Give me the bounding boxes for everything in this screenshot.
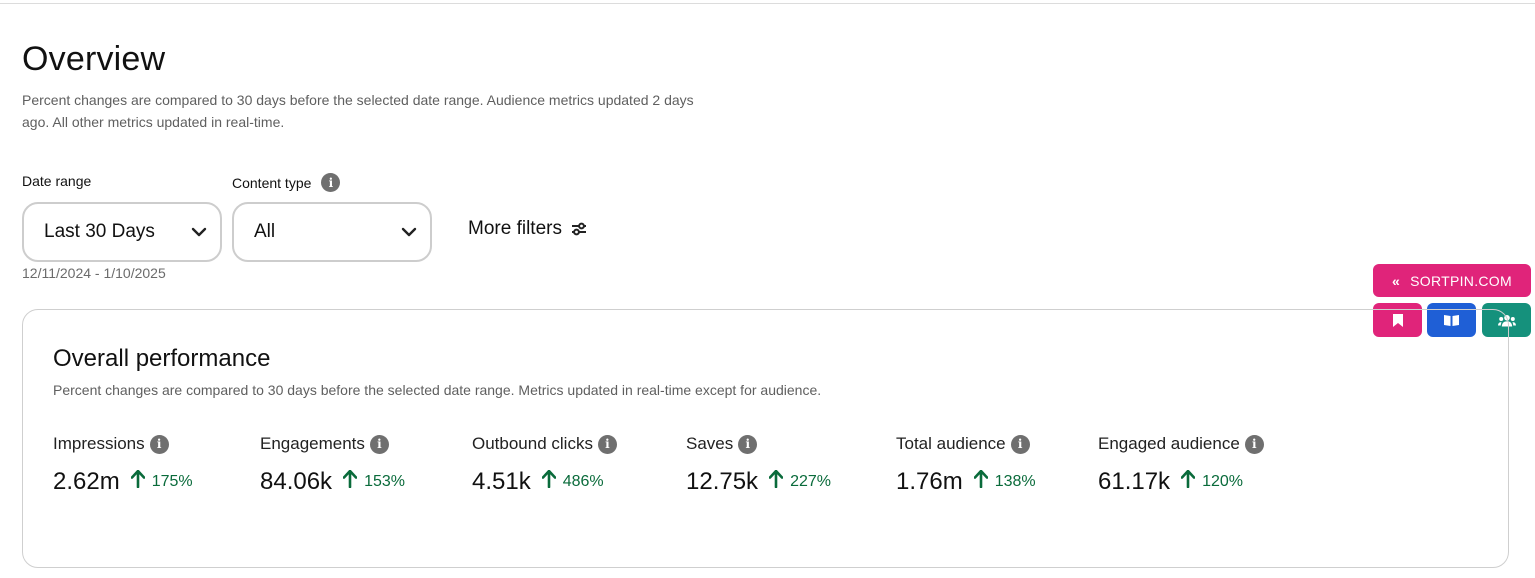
chevron-down-icon xyxy=(191,227,207,237)
info-icon[interactable]: i xyxy=(149,434,169,454)
metric-label: Saves xyxy=(686,434,734,453)
metric-saves[interactable]: Saves i 12.75k 227% xyxy=(686,434,831,496)
date-range-caption: 12/11/2024 - 1/10/2025 xyxy=(22,265,166,281)
bookmark-icon xyxy=(1392,313,1403,327)
bookmark-button[interactable] xyxy=(1373,303,1422,337)
metric-label: Engagements xyxy=(260,434,365,453)
info-icon[interactable]: i xyxy=(597,434,617,454)
info-icon[interactable]: i xyxy=(369,434,389,454)
page-subtitle: Percent changes are compared to 30 days … xyxy=(22,92,694,130)
metric-change: 486% xyxy=(562,473,604,490)
metric-value: 2.62m xyxy=(53,468,120,495)
metric-change: 175% xyxy=(151,473,193,490)
info-icon[interactable]: i xyxy=(321,173,341,192)
metric-change: 138% xyxy=(994,473,1036,490)
content-type-value: All xyxy=(254,221,276,242)
content-type-label-text: Content type xyxy=(232,174,312,191)
sortpin-button[interactable]: « SORTPIN.COM xyxy=(1373,264,1531,297)
metric-label: Impressions xyxy=(53,434,145,453)
content-type-label: Content type i xyxy=(232,173,341,192)
sortpin-label: SORTPIN.COM xyxy=(1410,272,1512,289)
date-range-value: Last 30 Days xyxy=(44,221,155,242)
arrow-up-icon xyxy=(343,470,358,488)
metric-value: 1.76m xyxy=(896,468,963,495)
info-icon[interactable]: i xyxy=(1010,434,1030,454)
date-range-label: Date range xyxy=(22,173,91,189)
double-chevron-left-icon: « xyxy=(1392,272,1401,289)
card-title: Overall performance xyxy=(53,345,271,372)
book-open-icon xyxy=(1444,314,1459,326)
metric-change: 227% xyxy=(790,473,831,490)
chevron-down-icon xyxy=(401,227,417,237)
arrow-up-icon xyxy=(973,470,988,488)
top-divider xyxy=(0,3,1535,4)
arrow-up-icon xyxy=(1181,470,1196,488)
metric-label: Engaged audience xyxy=(1098,434,1240,453)
book-button[interactable] xyxy=(1427,303,1476,337)
overall-performance-card: Overall performance Percent changes are … xyxy=(22,309,1509,568)
info-icon[interactable]: i xyxy=(1244,434,1264,454)
metric-outbound-clicks[interactable]: Outbound clicks i 4.51k 486% xyxy=(472,434,617,496)
more-filters-button[interactable]: More filters xyxy=(468,218,587,240)
date-range-label-text: Date range xyxy=(22,173,92,189)
card-subtitle: Percent changes are compared to 30 days … xyxy=(53,382,822,398)
metric-label: Outbound clicks xyxy=(472,434,593,453)
arrow-up-icon xyxy=(541,470,556,488)
metric-engaged-audience[interactable]: Engaged audience i 61.17k 120% xyxy=(1098,434,1264,496)
content-type-select[interactable]: All xyxy=(232,202,432,262)
metric-change: 120% xyxy=(1202,473,1243,490)
sliders-icon xyxy=(571,222,586,236)
metric-label: Total audience xyxy=(896,434,1006,453)
arrow-up-icon xyxy=(769,470,784,488)
more-filters-label: More filters xyxy=(468,218,562,239)
metric-impressions[interactable]: Impressions i 2.62m 175% xyxy=(53,434,193,496)
info-icon[interactable]: i xyxy=(738,434,758,454)
arrow-up-icon xyxy=(130,470,145,488)
date-range-select[interactable]: Last 30 Days xyxy=(22,202,222,262)
metric-value: 12.75k xyxy=(686,468,759,495)
metric-value: 61.17k xyxy=(1098,468,1171,495)
page-title: Overview xyxy=(22,40,166,78)
metric-total-audience[interactable]: Total audience i 1.76m 138% xyxy=(896,434,1036,496)
metric-change: 153% xyxy=(364,473,405,490)
metric-value: 4.51k xyxy=(472,468,531,495)
metric-engagements[interactable]: Engagements i 84.06k 153% xyxy=(260,434,405,496)
metric-value: 84.06k xyxy=(260,468,333,495)
